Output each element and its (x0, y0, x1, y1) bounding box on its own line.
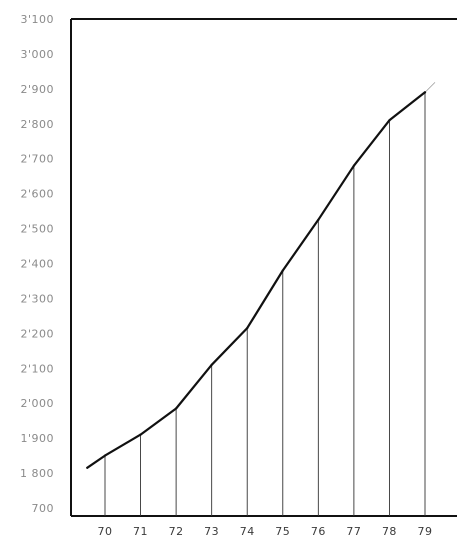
x-tick-label: 75 (275, 525, 290, 537)
y-tick-label: 2'800 (20, 118, 54, 131)
y-tick-label: 1'900 (20, 432, 54, 445)
plot-frame (70, 18, 457, 517)
x-tick-label: 71 (133, 525, 148, 537)
data-point (281, 269, 284, 272)
data-point (103, 454, 107, 457)
x-tick-label: 77 (346, 525, 361, 537)
x-tick-label: 72 (169, 525, 184, 537)
x-tick-label: 78 (382, 525, 397, 537)
data-point (175, 407, 178, 410)
y-tick-label: 2'200 (20, 327, 54, 340)
y-tick-label: 2'000 (20, 397, 54, 410)
y-tick-label: 2'500 (20, 223, 54, 236)
y-tick-label: 2'600 (20, 188, 54, 201)
x-tick-label: 73 (204, 525, 219, 537)
data-point (423, 91, 427, 94)
y-tick-label: 3'100 (20, 13, 54, 26)
x-tick-label: 76 (311, 525, 326, 537)
data-point (246, 327, 249, 330)
y-tick-label: 3'000 (20, 48, 54, 61)
data-point (317, 218, 320, 221)
y-tick-label: 2'400 (20, 258, 54, 271)
data-point (139, 433, 142, 436)
y-tick-label: 2'700 (20, 153, 54, 166)
y-tick-label: 700 (32, 502, 55, 515)
data-point (210, 363, 213, 366)
y-tick-label: 2'300 (20, 292, 54, 305)
y-tick-label: 2'100 (20, 362, 54, 375)
y-tick-label: 1 800 (20, 467, 54, 480)
y-axis-ticks: 700 1 800 1'900 2'000 2'100 2'200 2'300 2'400 2'… (20, 13, 54, 515)
y-tick-label: 2'900 (20, 83, 54, 96)
series-tail-line (424, 82, 436, 93)
drop-lines (104, 92, 426, 516)
data-point (388, 119, 391, 122)
data-point (352, 164, 355, 167)
x-tick-label: 74 (240, 525, 255, 537)
x-tick-label: 70 (98, 525, 113, 537)
x-axis-ticks: 70 71 72 73 74 75 76 77 78 79 (98, 525, 433, 537)
x-tick-label: 79 (418, 525, 433, 537)
series-group (86, 82, 436, 469)
series-line (86, 91, 427, 469)
